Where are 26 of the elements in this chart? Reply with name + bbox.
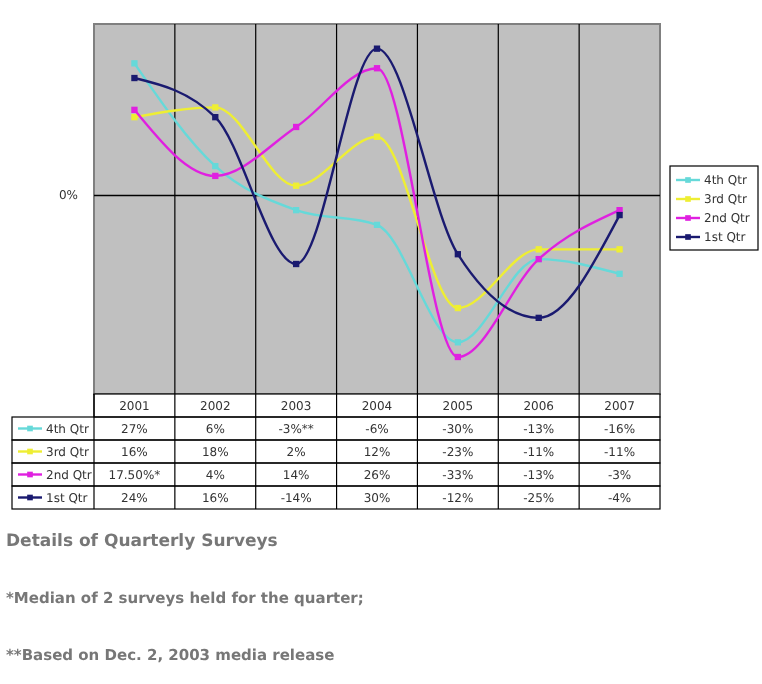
point [454, 353, 462, 361]
point [212, 172, 219, 180]
point [292, 260, 300, 268]
point [373, 133, 381, 140]
point [616, 270, 623, 277]
point [454, 251, 462, 258]
point [454, 304, 462, 312]
point [292, 182, 300, 189]
text: Details of Quarterly Surveys [6, 532, 278, 552]
point [535, 314, 542, 322]
point [292, 123, 300, 131]
point [212, 114, 219, 121]
point [212, 162, 219, 170]
point [373, 45, 381, 52]
point [373, 221, 381, 229]
point [292, 207, 300, 214]
point [616, 246, 623, 253]
point [373, 65, 381, 72]
point [454, 339, 462, 346]
point [131, 106, 138, 114]
point [131, 114, 138, 121]
point [131, 74, 138, 82]
point [212, 104, 219, 111]
point [131, 60, 138, 67]
point [616, 211, 623, 219]
point [535, 246, 542, 253]
